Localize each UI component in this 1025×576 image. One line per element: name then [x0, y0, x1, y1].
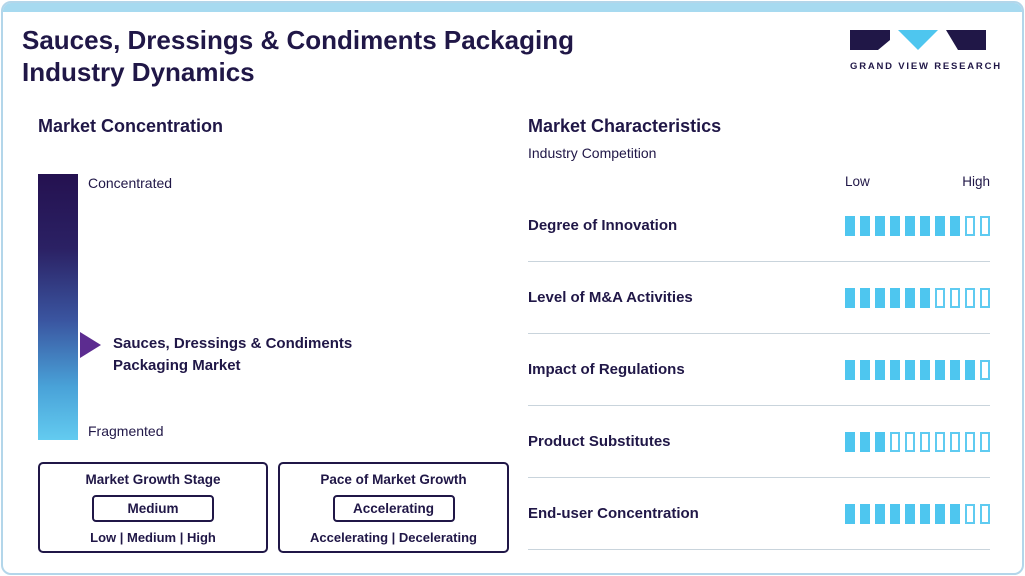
market-characteristics-heading: Market Characteristics	[528, 116, 722, 136]
rating-segment	[860, 359, 870, 380]
pace-of-growth-box: Pace of Market Growth Accelerating Accel…	[278, 462, 509, 553]
market-position-arrow-icon	[80, 332, 101, 358]
rating-segment	[905, 215, 915, 236]
rating-segment	[845, 359, 855, 380]
rating-segment	[845, 503, 855, 524]
rating-segment	[860, 215, 870, 236]
rating-segment	[875, 431, 885, 452]
growth-stage-value: Medium	[92, 495, 214, 522]
gvr-logo-icon	[850, 30, 986, 50]
rating-segment	[905, 431, 915, 452]
rating-segment	[950, 215, 960, 236]
rating-scale-header: Low High	[845, 174, 990, 189]
rating-segment	[875, 287, 885, 308]
characteristic-row: Level of M&A Activities	[528, 262, 990, 334]
rating-segment	[890, 359, 900, 380]
rating-segment	[980, 287, 990, 308]
rating-segment	[890, 431, 900, 452]
growth-stage-options: Low | Medium | High	[90, 530, 216, 545]
rating-segment	[905, 359, 915, 380]
top-accent-strip	[3, 3, 1022, 12]
rating-segment	[875, 215, 885, 236]
concentration-gradient-bar	[38, 174, 78, 440]
rating-segment	[875, 503, 885, 524]
growth-stage-title: Market Growth Stage	[85, 472, 221, 487]
rating-segment	[950, 431, 960, 452]
characteristic-label: Product Substitutes	[528, 433, 671, 450]
rating-segment	[860, 503, 870, 524]
rating-segment	[980, 215, 990, 236]
rating-segment	[950, 287, 960, 308]
market-position-line2: Packaging Market	[113, 357, 241, 374]
rating-segment	[920, 287, 930, 308]
market-concentration-heading: Market Concentration	[38, 116, 224, 136]
characteristic-label: End-user Concentration	[528, 505, 699, 522]
rating-segment	[965, 431, 975, 452]
rating-segment	[920, 503, 930, 524]
company-logo: GRAND VIEW RESEARCH	[850, 28, 1002, 72]
rating-segment	[920, 215, 930, 236]
market-growth-stage-box: Market Growth Stage Medium Low | Medium …	[38, 462, 268, 553]
fragmented-label: Fragmented	[88, 423, 164, 439]
rating-segment	[980, 503, 990, 524]
rating-segment	[920, 359, 930, 380]
rating-segment	[935, 287, 945, 308]
rating-bar	[845, 431, 990, 452]
rating-segment	[950, 359, 960, 380]
characteristic-label: Impact of Regulations	[528, 361, 685, 378]
market-position-line1: Sauces, Dressings & Condiments	[113, 335, 353, 352]
rating-segment	[920, 431, 930, 452]
rating-segment	[935, 503, 945, 524]
market-position-label: Sauces, Dressings & Condiments Packaging…	[113, 333, 352, 377]
rating-segment	[950, 503, 960, 524]
characteristic-label: Degree of Innovation	[528, 217, 678, 234]
characteristic-row: End-user Concentration	[528, 478, 990, 550]
rating-segment	[890, 215, 900, 236]
pace-title: Pace of Market Growth	[320, 472, 467, 487]
rating-segment	[980, 359, 990, 380]
rating-segment	[965, 503, 975, 524]
characteristic-label: Level of M&A Activities	[528, 289, 693, 306]
pace-value: Accelerating	[332, 495, 455, 522]
concentrated-label: Concentrated	[88, 175, 173, 191]
rating-segment	[875, 359, 885, 380]
rating-segment	[845, 215, 855, 236]
page-title-line1: Sauces, Dressings & Condiments Packaging	[22, 25, 574, 55]
rating-segment	[845, 287, 855, 308]
characteristic-row: Degree of Innovation	[528, 190, 990, 262]
rating-bar	[845, 287, 990, 308]
rating-segment	[905, 503, 915, 524]
page-title: Sauces, Dressings & Condiments Packaging…	[22, 24, 574, 88]
rating-segment	[965, 287, 975, 308]
rating-bar	[845, 359, 990, 380]
company-logo-text: GRAND VIEW RESEARCH	[850, 61, 1002, 72]
rating-segment	[935, 359, 945, 380]
rating-bar	[845, 503, 990, 524]
rating-segment	[845, 431, 855, 452]
rating-segment	[890, 287, 900, 308]
scale-high-label: High	[962, 174, 990, 189]
rating-segment	[965, 215, 975, 236]
rating-segment	[935, 431, 945, 452]
rating-segment	[905, 287, 915, 308]
rating-segment	[860, 431, 870, 452]
pace-options: Accelerating | Decelerating	[310, 530, 477, 545]
rating-segment	[860, 287, 870, 308]
scale-low-label: Low	[845, 174, 870, 189]
page-title-line2: Industry Dynamics	[22, 57, 255, 87]
characteristic-row: Product Substitutes	[528, 406, 990, 478]
rating-segment	[965, 359, 975, 380]
characteristic-row: Impact of Regulations	[528, 334, 990, 406]
industry-competition-subtitle: Industry Competition	[528, 145, 657, 161]
rating-bar	[845, 215, 990, 236]
characteristics-rows: Degree of Innovation Level of M&A Activit…	[528, 190, 990, 550]
rating-segment	[935, 215, 945, 236]
rating-segment	[890, 503, 900, 524]
rating-segment	[980, 431, 990, 452]
